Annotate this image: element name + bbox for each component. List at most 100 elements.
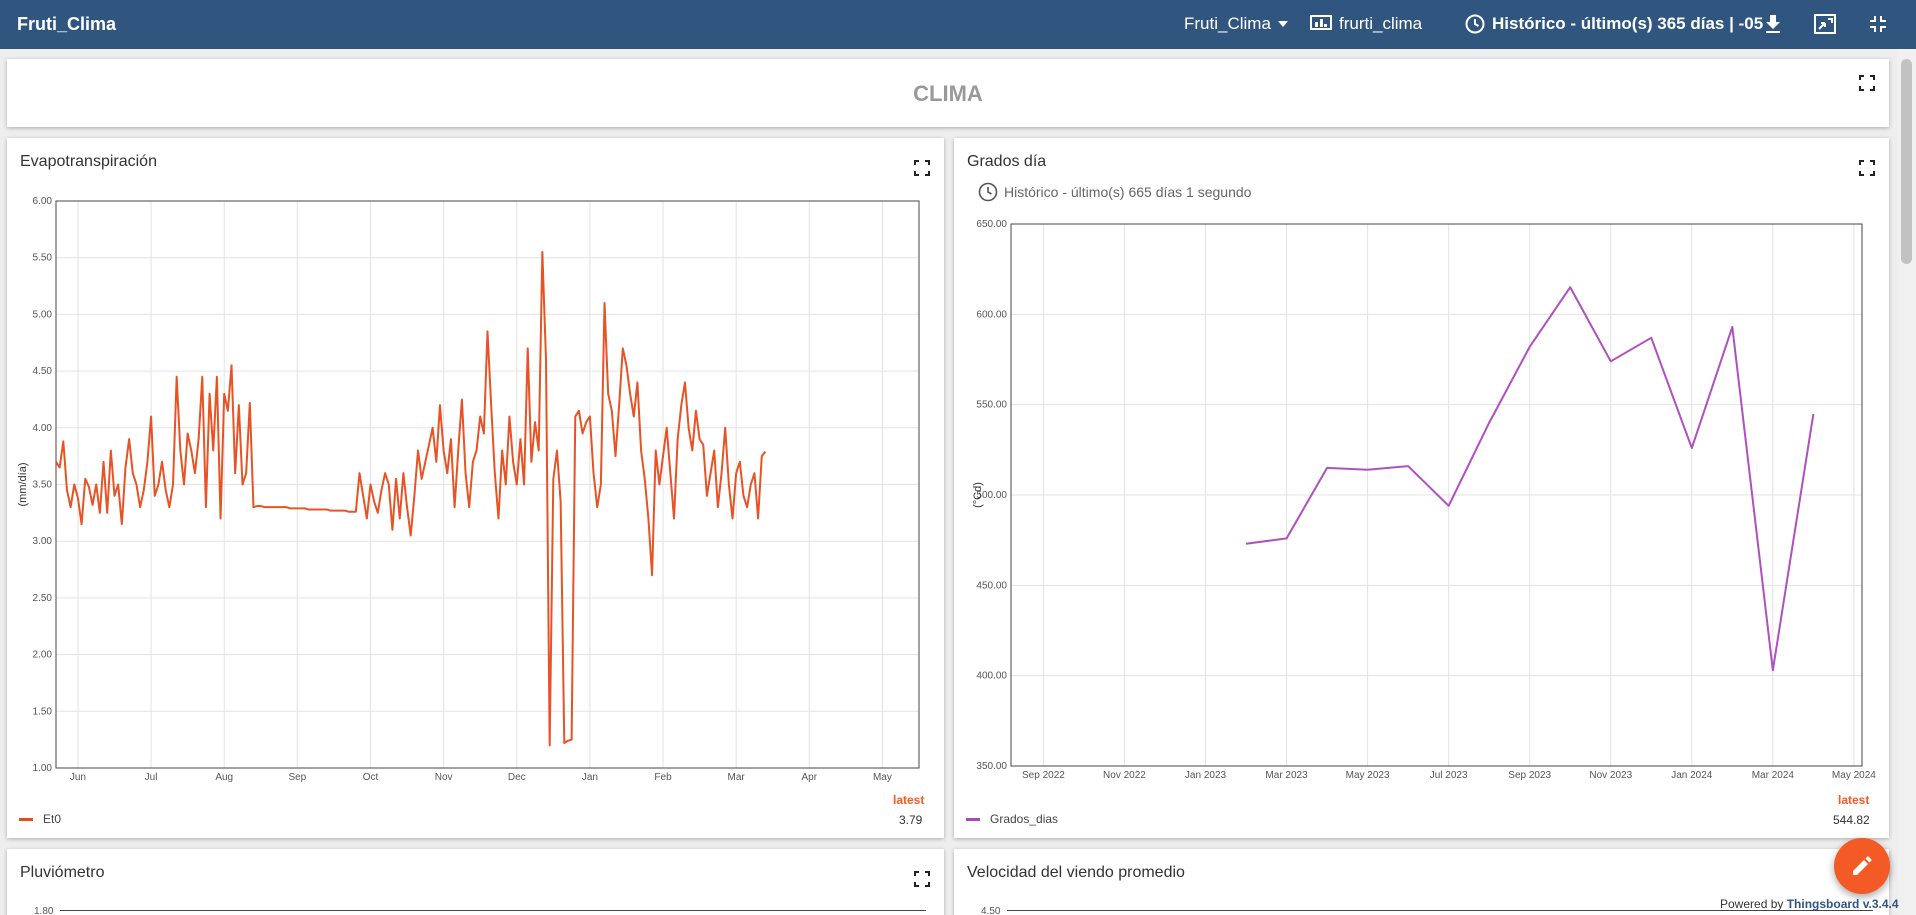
timewindow-button[interactable]: Histórico - último(s) 365 días | -05 xyxy=(1465,14,1763,34)
x-tick-label: Apr xyxy=(802,772,818,783)
powered-label: Powered by xyxy=(1720,897,1784,911)
y-tick-label: 4.00 xyxy=(33,423,53,434)
y-tick-label: 600.00 xyxy=(976,309,1007,320)
x-tick-label: Jun xyxy=(70,772,86,783)
x-tick-label: Nov 2023 xyxy=(1589,770,1632,781)
x-tick-label: May xyxy=(873,772,892,783)
x-tick-label: Nov xyxy=(435,772,453,783)
chart-frame xyxy=(1007,910,1873,911)
grados-dias-line-chart: 350.00 400.00 450.00 500.00 550.00 600.00 650.… xyxy=(972,219,1876,781)
widget-title: Evapotranspiración xyxy=(20,153,157,170)
legend-label: Grados_dias xyxy=(990,812,1059,826)
y-tick-label: 350.00 xyxy=(976,761,1007,772)
dashboard-icon xyxy=(1310,15,1332,30)
chart-frame xyxy=(55,200,920,769)
x-tick-label: Sep 2022 xyxy=(1022,770,1065,781)
x-tick-label: Aug xyxy=(215,772,233,783)
chevron-down-icon xyxy=(1277,21,1288,27)
timewindow-label: Histórico - último(s) 365 días | -05 xyxy=(1492,14,1764,33)
latest-header: latest xyxy=(1838,793,1870,807)
download-icon xyxy=(1766,15,1780,33)
x-tick-label: Mar xyxy=(728,772,746,783)
x-tick-label: Jan xyxy=(582,772,598,783)
exit-fullscreen-icon xyxy=(1870,16,1886,32)
legend-item-et0[interactable]: Et0 xyxy=(19,812,61,826)
y-tick-label: 5.00 xyxy=(33,309,53,320)
latest-value: 544.82 xyxy=(1833,813,1870,827)
x-tick-label: Jan 2023 xyxy=(1185,770,1227,781)
x-tick-label: Dec xyxy=(508,772,526,783)
dashboard-select[interactable]: Fruti_Clima xyxy=(1184,14,1288,34)
fullscreen-icon xyxy=(1814,14,1836,34)
clima-card: CLIMA xyxy=(7,59,1889,127)
clock-icon xyxy=(1465,14,1485,34)
velocidad-viento-widget: Velocidad del viendo promedio 4.50 xyxy=(954,849,1889,915)
y-tick-label: 2.00 xyxy=(33,650,53,661)
x-tick-label: Jul xyxy=(145,772,158,783)
widget-title: Pluviómetro xyxy=(20,864,105,881)
legend-swatch xyxy=(966,817,980,821)
clima-title: CLIMA xyxy=(913,81,983,106)
fullscreen-icon[interactable] xyxy=(914,160,930,176)
series-line-grados_dias xyxy=(1245,286,1815,672)
y-tick-label: 6.00 xyxy=(33,196,53,207)
chart-frame xyxy=(60,910,926,911)
x-tick-label: May 2024 xyxy=(1832,770,1876,781)
thingsboard-link[interactable]: Thingsboard v.3.4.4 xyxy=(1786,897,1899,911)
top-toolbar: Fruti_Clima Fruti_Clima frurti_clima His… xyxy=(0,0,1916,49)
exit-fullscreen-button[interactable] xyxy=(1866,12,1890,36)
series-line-et0 xyxy=(55,251,767,747)
dashboard-select-label: Fruti_Clima xyxy=(1184,14,1271,33)
y-tick: 4.50 xyxy=(981,906,1001,915)
download-button[interactable] xyxy=(1761,12,1785,36)
x-tick-label: May 2023 xyxy=(1346,770,1390,781)
scrollbar-thumb[interactable] xyxy=(1901,59,1912,264)
clock-icon xyxy=(978,182,998,202)
x-tick-label: Feb xyxy=(654,772,672,783)
page-scrollbar[interactable] xyxy=(1897,49,1916,915)
et0-line-chart: 1.00 1.50 2.00 2.50 3.00 3.50 4.00 4.50 5.00 5.50… xyxy=(17,196,920,783)
fullscreen-dashboard-button[interactable] xyxy=(1813,12,1837,36)
x-tick-label: Mar 2023 xyxy=(1265,770,1308,781)
y-tick-label: 550.00 xyxy=(976,400,1007,411)
x-tick-label: Jul 2023 xyxy=(1430,770,1468,781)
y-tick-label: 1.50 xyxy=(33,706,53,717)
y-tick: 1.80 xyxy=(34,906,54,915)
fullscreen-icon[interactable] xyxy=(914,871,930,887)
y-tick-label: 400.00 xyxy=(976,671,1007,682)
latest-header: latest xyxy=(893,793,925,807)
legend-swatch xyxy=(19,817,33,821)
x-tick-label: Nov 2022 xyxy=(1103,770,1146,781)
entity-select[interactable]: frurti_clima xyxy=(1310,14,1422,34)
grados-dia-widget: Grados día Histórico - último(s) 665 día… xyxy=(954,138,1889,838)
edit-dashboard-button[interactable] xyxy=(1834,838,1890,894)
widget-timewindow: Histórico - último(s) 665 días 1 segundo xyxy=(978,182,1251,202)
pluviometro-widget: Pluviómetro 1.80 xyxy=(7,849,944,915)
powered-by: Powered by Thingsboard v.3.4.4 xyxy=(1720,897,1899,911)
x-tick-label: Sep xyxy=(288,772,306,783)
x-tick-label: Jan 2024 xyxy=(1671,770,1713,781)
y-tick-label: 4.50 xyxy=(33,366,53,377)
legend-item-grados-dias[interactable]: Grados_dias xyxy=(966,812,1058,826)
y-tick-label: 650.00 xyxy=(976,219,1007,230)
y-tick-label: 3.50 xyxy=(33,480,53,491)
evapotranspiracion-widget: Evapotranspiración 1.00 1.50 2.00 2.50 3.00 3… xyxy=(7,138,944,838)
x-tick-label: Sep 2023 xyxy=(1508,770,1551,781)
x-tick-label: Oct xyxy=(363,772,379,783)
widget-title: Velocidad del viendo promedio xyxy=(967,864,1185,881)
y-tick-label: 2.50 xyxy=(33,593,53,604)
y-tick-label: 5.50 xyxy=(33,253,53,264)
y-axis-label: (mm/día) xyxy=(17,463,29,507)
fullscreen-icon[interactable] xyxy=(1859,75,1875,91)
app-title: Fruti_Clima xyxy=(17,14,117,34)
entity-label: frurti_clima xyxy=(1339,14,1423,33)
y-tick-label: 450.00 xyxy=(976,580,1007,591)
y-tick-label: 3.00 xyxy=(33,536,53,547)
widget-timewindow-label: Histórico - último(s) 665 días 1 segundo xyxy=(1004,184,1252,200)
fullscreen-icon[interactable] xyxy=(1859,160,1875,176)
latest-value: 3.79 xyxy=(899,813,923,827)
pencil-icon xyxy=(1853,856,1872,875)
chart-frame xyxy=(1010,223,1863,767)
y-axis-label: (°Cd) xyxy=(972,482,984,508)
legend-label: Et0 xyxy=(43,812,62,826)
